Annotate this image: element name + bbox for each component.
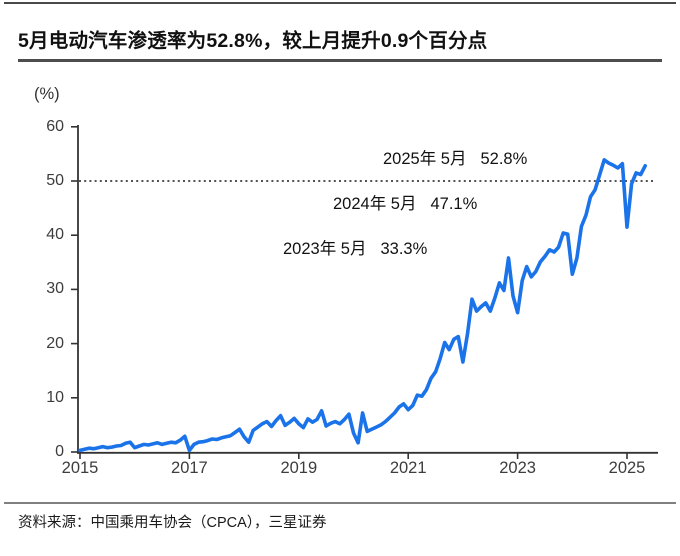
x-tick-label: 2023 — [499, 459, 536, 477]
annotation-label: 2023年 5月 — [283, 240, 367, 258]
x-tick-label: 2017 — [171, 459, 208, 477]
y-tick-label: 30 — [46, 280, 64, 298]
annotation-2023-may: 2023年 5月 33.3% — [283, 235, 427, 259]
penetration-data-line — [78, 158, 648, 453]
x-tick-label: 2025 — [608, 459, 646, 477]
annotation-2025-may: 2025年 5月 52.8% — [383, 145, 527, 169]
annotation-value: 47.1% — [430, 195, 478, 213]
y-tick-label: 60 — [46, 117, 64, 135]
annotation-label: 2024年 5月 — [333, 195, 417, 213]
annotation-value: 52.8% — [480, 150, 528, 168]
source-note: 资料来源：中国乘用车协会（CPCA），三星证券 — [18, 515, 327, 531]
bottom-divider — [4, 502, 676, 504]
y-tick-label: 50 — [46, 172, 64, 189]
x-tick-label: 2021 — [389, 459, 427, 477]
y-tick-label: 20 — [46, 334, 64, 352]
y-tick-label: 0 — [55, 443, 64, 460]
annotation-value: 33.3% — [380, 240, 428, 258]
axis-ticks — [71, 126, 628, 459]
annotation-2024-may: 2024年 5月 47.1% — [333, 190, 477, 214]
title-divider — [18, 59, 662, 62]
y-axis-unit-label: (%) — [34, 85, 60, 103]
annotation-label: 2025年 5月 — [383, 150, 467, 168]
chart-title: 5月电动汽车渗透率为52.8%，较上月提升0.9个百分点 — [18, 30, 488, 52]
y-tick-label: 40 — [46, 226, 64, 244]
y-tick-label: 10 — [46, 388, 64, 406]
x-tick-label: 2015 — [61, 459, 99, 477]
x-tick-label: 2019 — [280, 459, 318, 477]
top-divider — [4, 2, 676, 4]
